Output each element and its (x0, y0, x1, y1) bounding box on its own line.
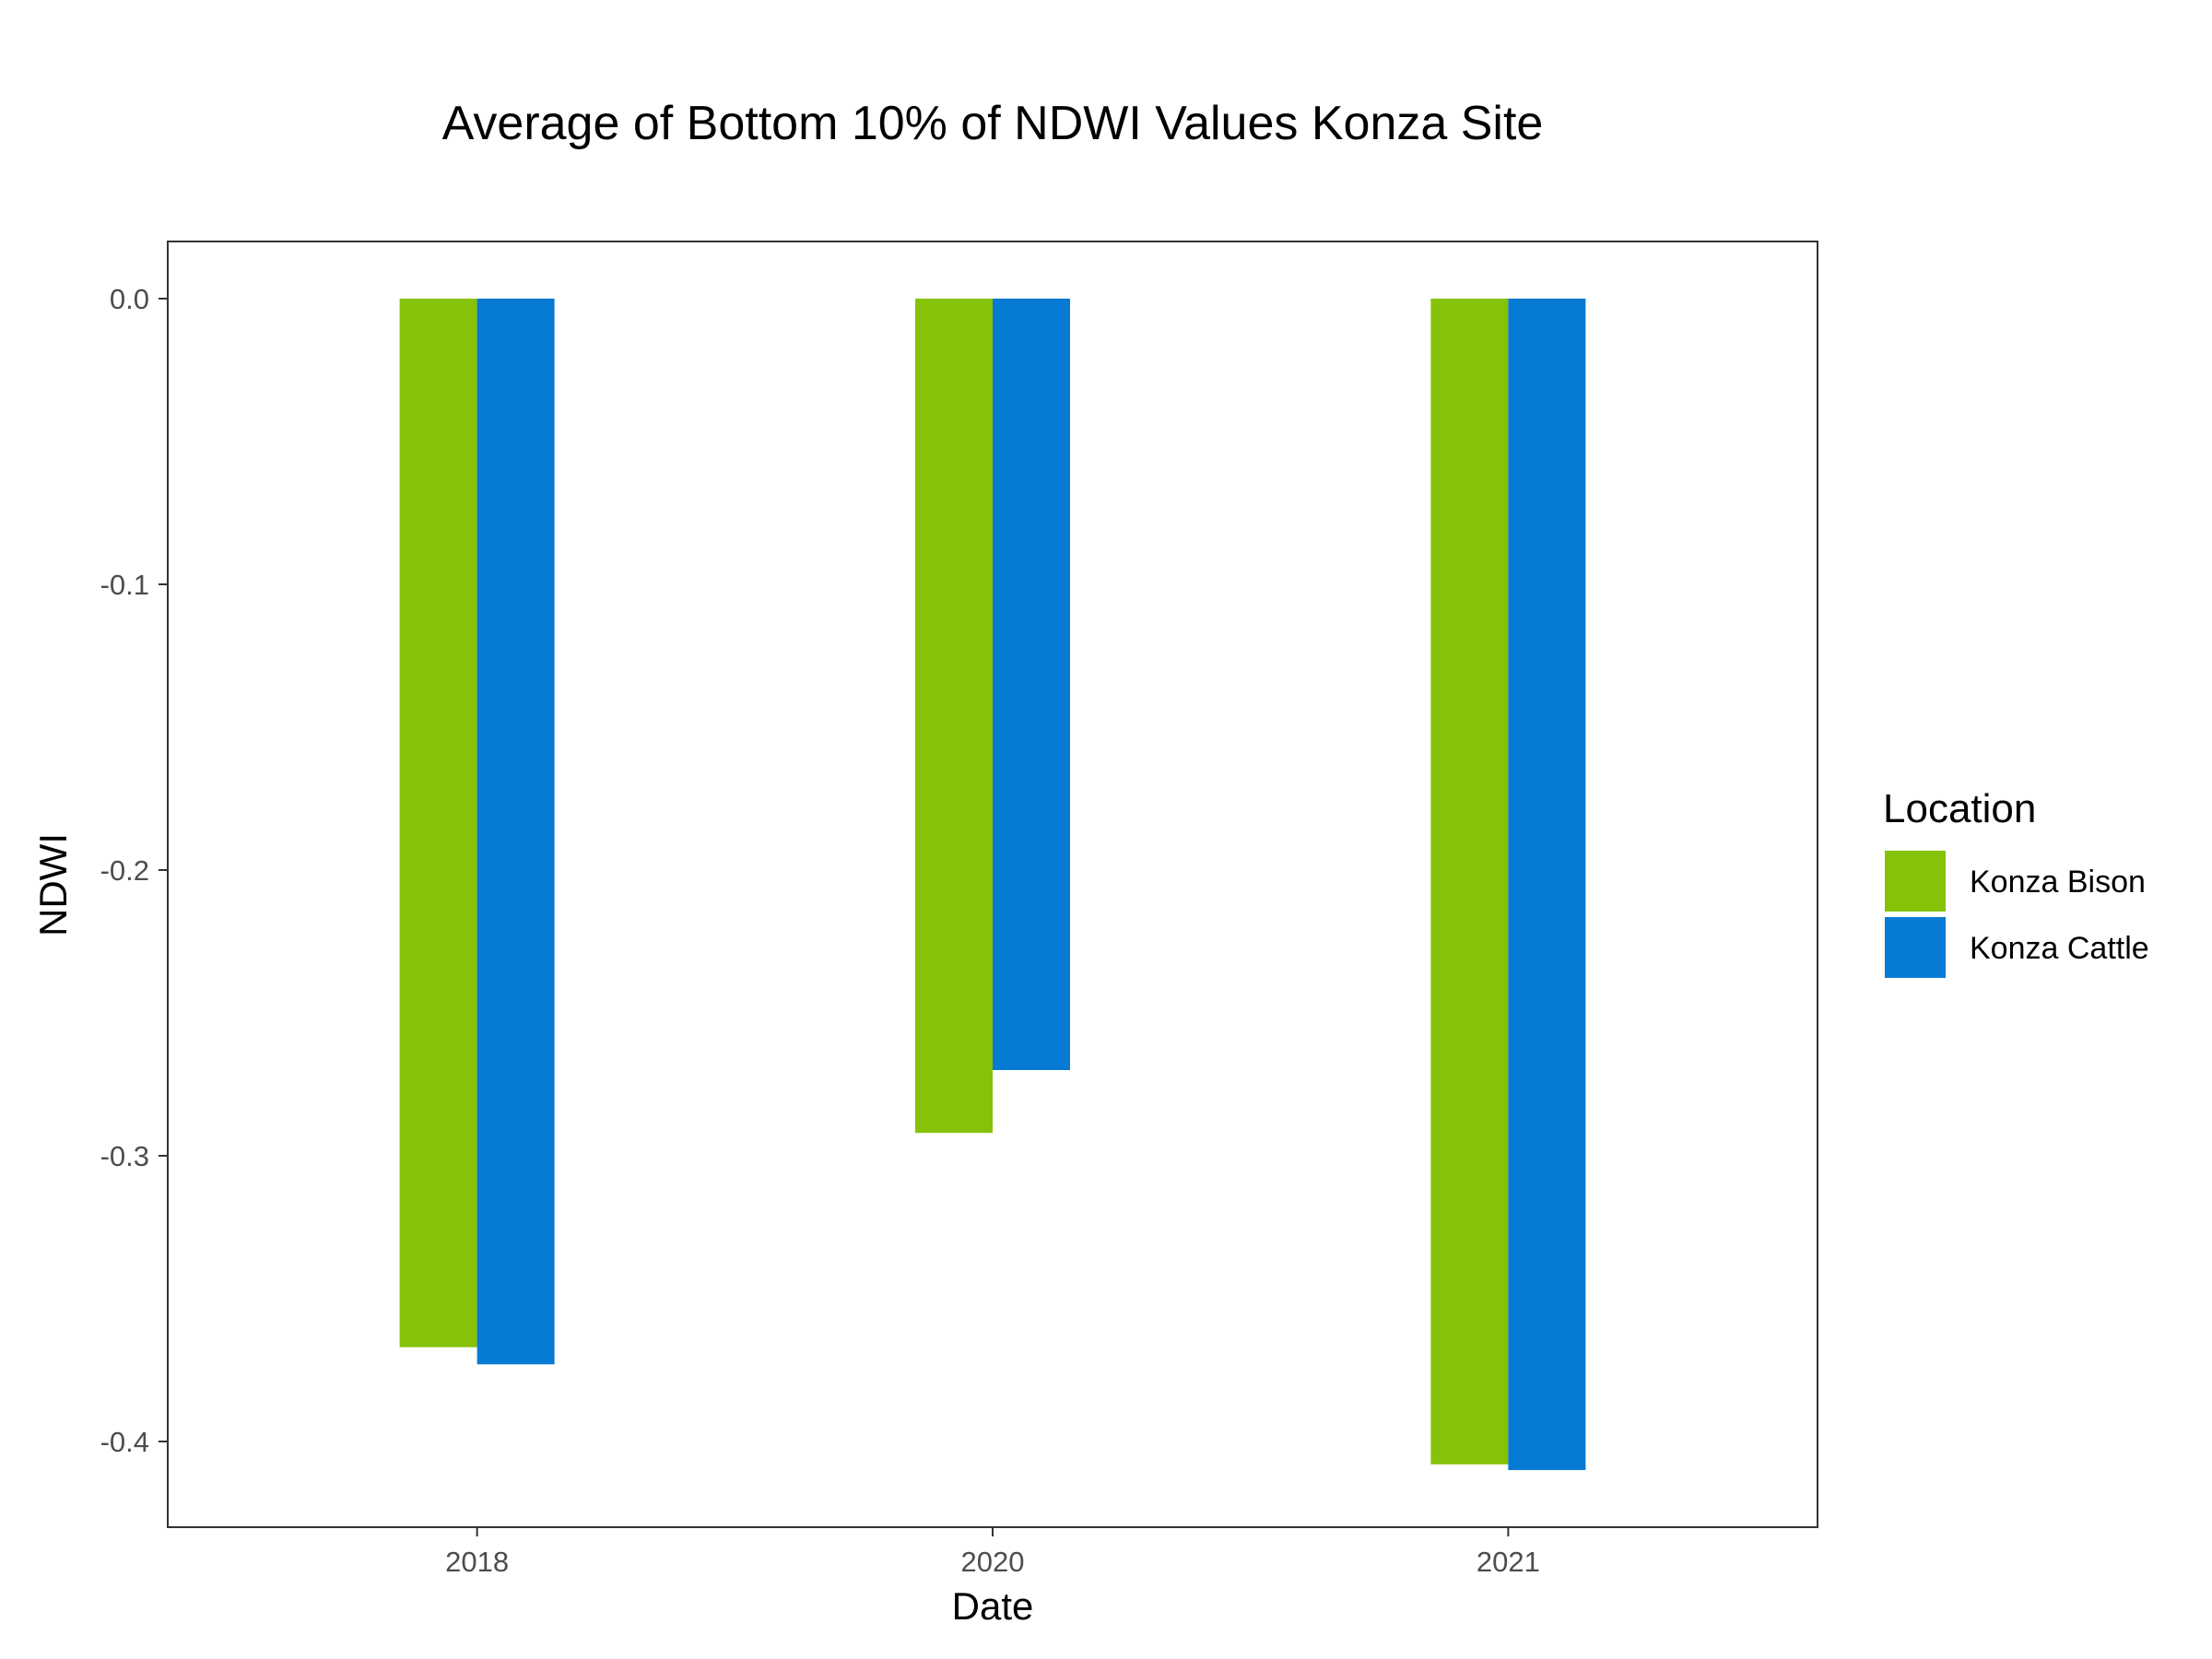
y-axis: 0.0 -0.1 -0.2 -0.3 -0.4 (100, 283, 168, 1458)
bar-konza-cattle-2021 (1508, 299, 1586, 1470)
x-axis: 2018 2020 2021 (445, 1527, 1540, 1578)
y-tick-label: -0.4 (100, 1426, 149, 1458)
bar-konza-bison-2021 (1430, 299, 1509, 1465)
legend-label: Konza Bison (1970, 865, 2146, 900)
y-tick-label: -0.3 (100, 1140, 149, 1172)
bar-konza-bison-2020 (915, 299, 993, 1134)
x-tick-label: 2021 (1477, 1546, 1540, 1578)
legend-label: Konza Cattle (1970, 931, 2149, 966)
x-tick-label: 2020 (961, 1546, 1025, 1578)
legend-title: Location (1883, 786, 2036, 831)
y-tick-label: 0.0 (110, 283, 149, 315)
x-axis-title: Date (952, 1584, 1034, 1628)
legend-key-konza-cattle (1885, 917, 1946, 978)
y-axis-title: NDWI (31, 833, 75, 936)
bar-konza-cattle-2018 (477, 299, 555, 1365)
bar-konza-bison-2018 (399, 299, 477, 1347)
bars-layer (399, 299, 1586, 1470)
y-tick-label: -0.1 (100, 569, 149, 601)
x-tick-label: 2018 (445, 1546, 509, 1578)
legend-key-konza-bison (1885, 851, 1946, 912)
chart-title: Average of Bottom 10% of NDWI Values Kon… (442, 97, 1544, 150)
bar-konza-cattle-2020 (993, 299, 1070, 1070)
legend: Location Konza Bison Konza Cattle (1883, 786, 2149, 978)
y-tick-label: -0.2 (100, 854, 149, 887)
